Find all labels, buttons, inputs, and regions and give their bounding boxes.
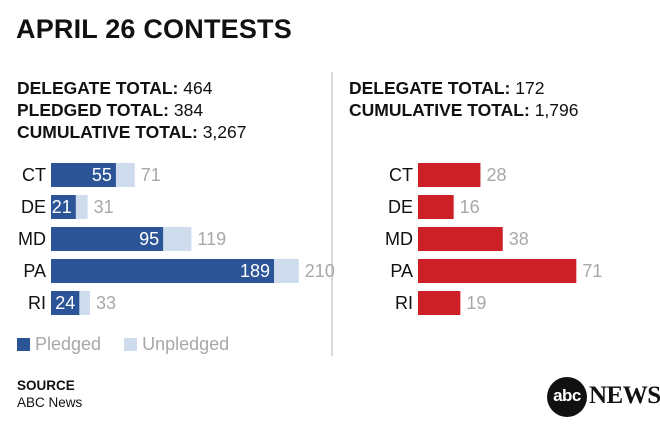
left-category-label: PA <box>23 261 46 281</box>
total-value-label: 71 <box>141 165 161 185</box>
legend: Pledged Unpledged <box>17 334 247 355</box>
pledged-bar-ct <box>51 163 116 187</box>
pledged-bar-pa <box>51 259 275 283</box>
delegate-bar-pa <box>418 259 577 283</box>
total-value-label: 33 <box>96 293 116 313</box>
delegate-bar-md <box>418 227 503 251</box>
left-category-label: CT <box>22 165 46 185</box>
abc-logo-mark: abc <box>547 377 587 417</box>
delegate-value-label: 19 <box>466 293 486 313</box>
panel-divider <box>331 72 333 356</box>
pledged-value-label: 24 <box>55 293 75 313</box>
delegate-value-label: 71 <box>582 261 602 281</box>
source-note: SOURCE ABC News <box>17 377 82 411</box>
right-category-label: PA <box>390 261 413 281</box>
source-heading: SOURCE <box>17 378 75 393</box>
delegate-value-label: 38 <box>509 229 529 249</box>
pledged-value-label: 55 <box>92 165 112 185</box>
legend-item-unpledged: Unpledged <box>124 334 229 355</box>
delegate-bar-ri <box>418 291 461 315</box>
delegate-total-stat: DELEGATE TOTAL: 172 <box>349 78 545 98</box>
left-category-label: MD <box>18 229 46 249</box>
pledged-value-label: 21 <box>52 197 72 217</box>
chart-title: APRIL 26 CONTESTS <box>16 14 292 44</box>
delegate-value-label: 16 <box>460 197 480 217</box>
cumulative-total-stat: CUMULATIVE TOTAL: 1,796 <box>349 100 579 120</box>
left-stats: DELEGATE TOTAL: 464 PLEDGED TOTAL: 384 C… <box>17 77 246 143</box>
news-logo-word: NEWS <box>589 382 660 409</box>
legend-item-pledged: Pledged <box>17 334 101 355</box>
right-stats: DELEGATE TOTAL: 172 CUMULATIVE TOTAL: 1,… <box>349 77 578 121</box>
delegate-total-stat: DELEGATE TOTAL: 464 <box>17 78 213 98</box>
right-category-label: MD <box>385 229 413 249</box>
total-value-label: 210 <box>305 261 335 281</box>
pledged-bar-md <box>51 227 164 251</box>
source-text: ABC News <box>17 395 83 410</box>
pledged-bar-de <box>51 195 76 219</box>
delegate-bar-ct <box>418 163 481 187</box>
delegate-value-label: 28 <box>486 165 506 185</box>
total-value-label: 31 <box>94 197 114 217</box>
right-category-label: RI <box>395 293 413 313</box>
pledged-bar-ri <box>51 291 80 315</box>
left-category-label: RI <box>28 293 46 313</box>
pledged-value-label: 189 <box>240 261 270 281</box>
legend-swatch-pledged <box>17 338 30 351</box>
pledged-total-stat: PLEDGED TOTAL: 384 <box>17 100 204 120</box>
delegate-bar-de <box>418 195 454 219</box>
right-category-label: CT <box>389 165 413 185</box>
total-value-label: 119 <box>197 229 226 249</box>
legend-swatch-unpledged <box>124 338 138 351</box>
cumulative-total-stat: CUMULATIVE TOTAL: 3,267 <box>17 122 247 142</box>
pledged-value-label: 95 <box>139 229 159 249</box>
left-category-label: DE <box>21 197 46 217</box>
right-category-label: DE <box>388 197 413 217</box>
